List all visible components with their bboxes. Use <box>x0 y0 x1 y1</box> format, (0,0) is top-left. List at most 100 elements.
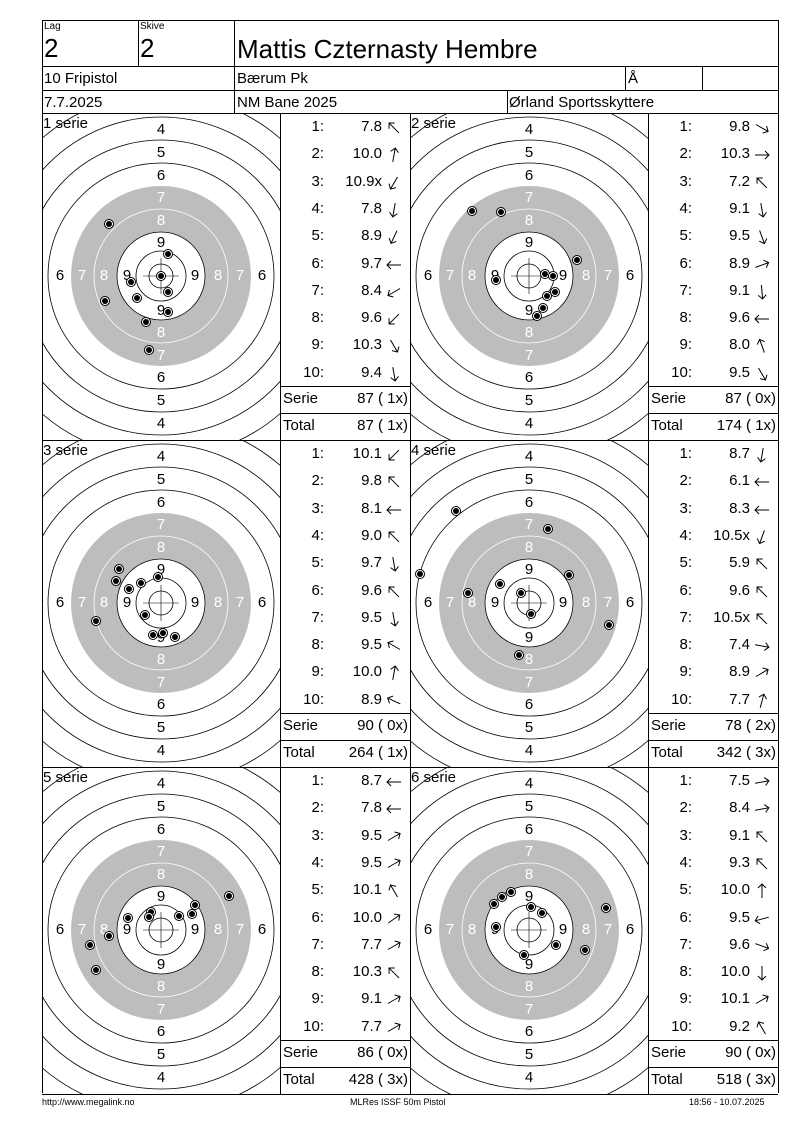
ring-number: 5 <box>157 719 165 736</box>
direction-arrow-icon <box>388 476 400 488</box>
total-sum-row: Total 518 ( 3x) <box>648 1071 778 1091</box>
shot-score: 10.0 <box>720 881 750 899</box>
total-score: 264 ( 1x) <box>348 744 408 761</box>
shooter-name: Mattis Czternasty Hembre <box>237 34 538 64</box>
shot-score: 7.7 <box>361 935 382 953</box>
shot-row: 6: 8.9 <box>648 255 778 275</box>
serie-title: 4 serie <box>411 442 457 459</box>
ring <box>47 489 275 717</box>
direction-arrow-icon <box>387 831 401 841</box>
ring <box>42 116 280 436</box>
shot-row: 7: 10.5x <box>648 609 778 629</box>
direction-arrow-icon <box>390 340 400 354</box>
ring-number: 7 <box>157 516 165 533</box>
ring-number: 7 <box>78 594 86 611</box>
direction-arrow-icon <box>754 505 769 514</box>
ring-number: 7 <box>525 674 533 691</box>
ring-number: 5 <box>157 798 165 815</box>
ring-number: 5 <box>157 144 165 161</box>
ring-number: 6 <box>424 267 432 284</box>
direction-arrow-icon <box>387 1022 401 1032</box>
ring <box>42 466 280 740</box>
serie-label: Serie <box>283 1044 319 1061</box>
direction-arrow-icon <box>390 665 399 681</box>
total-divider <box>648 413 778 414</box>
panel-bottom <box>42 440 410 441</box>
direction-arrow-icon <box>389 202 398 218</box>
shot-row: 2: 6.1 <box>648 472 778 492</box>
shot-row: 8: 9.6 <box>280 309 410 329</box>
total-score: 428 ( 3x) <box>348 1071 408 1088</box>
footer-url[interactable]: http://www.megalink.no <box>42 1097 135 1107</box>
direction-arrow-icon <box>387 858 401 868</box>
ring-number: 9 <box>559 594 567 611</box>
shot-score: 10.3 <box>352 963 382 981</box>
shot-score: 10.0 <box>720 963 750 981</box>
total-divider <box>280 413 410 414</box>
ring-number: 8 <box>468 594 476 611</box>
direction-arrow-icon <box>757 883 767 899</box>
ring-number: 4 <box>525 742 533 759</box>
ring-number: 9 <box>559 921 567 938</box>
shot-row: 7: 7.7 <box>280 936 410 956</box>
shot-score: 7.7 <box>361 1017 382 1035</box>
ring-number: 7 <box>604 267 612 284</box>
ring <box>93 208 229 344</box>
ring-number: 9 <box>491 594 499 611</box>
shot-score: 9.1 <box>729 281 750 299</box>
ring-number: 8 <box>100 267 108 284</box>
ring-number: 8 <box>157 651 165 668</box>
ring-number: 7 <box>604 594 612 611</box>
ring <box>461 862 597 998</box>
shot-number: 9: <box>679 336 692 354</box>
shot-row: 9: 10.1 <box>648 990 778 1010</box>
ring-number: 8 <box>157 212 165 229</box>
ring-number: 4 <box>157 775 165 792</box>
shot-score: 9.2 <box>729 1017 750 1035</box>
shot-score: 9.0 <box>361 526 382 544</box>
shot-number: 8: <box>679 636 692 654</box>
total-label: Total <box>283 744 315 761</box>
competition-date: 7.7.2025 <box>44 94 103 111</box>
ring-number: 7 <box>446 594 454 611</box>
ring <box>410 116 648 436</box>
ring-number: 5 <box>157 1046 165 1063</box>
serie-score: 90 ( 0x) <box>725 1044 776 1061</box>
total-score: 87 ( 1x) <box>357 417 408 434</box>
shot-number: 10: <box>303 1017 324 1035</box>
serie-score: 87 ( 0x) <box>725 390 776 407</box>
shot-row: 1: 8.7 <box>648 445 778 465</box>
shot-number: 7: <box>679 281 692 299</box>
shot-row: 6: 10.0 <box>280 909 410 929</box>
shot-number: 6: <box>311 581 324 599</box>
shot-number: 5: <box>311 881 324 899</box>
shot-number: 9: <box>311 663 324 681</box>
summary-divider <box>280 713 410 714</box>
shot-number: 10: <box>303 363 324 381</box>
shot-score: 10.1 <box>352 445 382 462</box>
shot-number: 10: <box>671 363 692 381</box>
shot-number: 9: <box>311 336 324 354</box>
ring-number: 6 <box>56 921 64 938</box>
shot-number: 6: <box>679 581 692 599</box>
shot-number: 6: <box>679 908 692 926</box>
ring-number: 7 <box>525 843 533 860</box>
ring-number: 4 <box>525 121 533 138</box>
shot-row: 10: 9.2 <box>648 1018 778 1038</box>
direction-arrow-icon <box>388 122 400 134</box>
competition-name: NM Bane 2025 <box>237 94 338 111</box>
shot-number: 6: <box>679 254 692 272</box>
shot-number: 4: <box>311 526 324 544</box>
panel-bottom <box>410 440 778 441</box>
column-divider <box>410 440 411 767</box>
ring-number: 7 <box>157 843 165 860</box>
ring-number: 4 <box>157 448 165 465</box>
ring <box>135 250 187 302</box>
direction-arrow-icon <box>756 1021 766 1034</box>
shot-row: 10: 7.7 <box>648 691 778 711</box>
direction-arrow-icon <box>755 667 769 678</box>
total-sum-row: Total 428 ( 3x) <box>280 1071 410 1091</box>
